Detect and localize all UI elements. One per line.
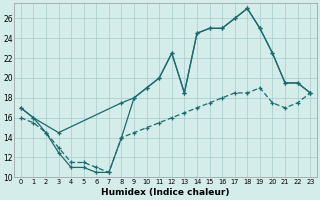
X-axis label: Humidex (Indice chaleur): Humidex (Indice chaleur): [101, 188, 230, 197]
